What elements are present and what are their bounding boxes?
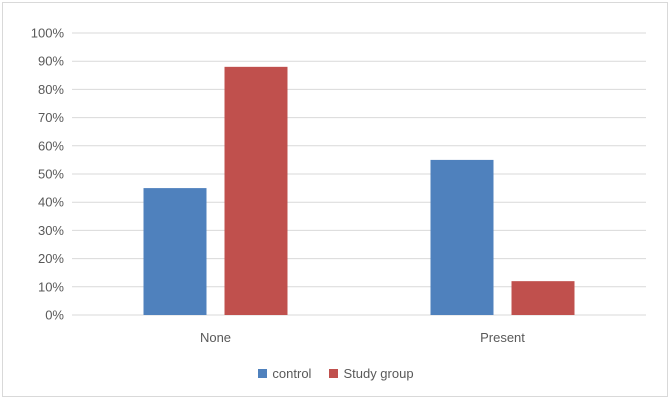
y-tick-label: 100% bbox=[31, 26, 65, 41]
legend-item-study-group: Study group bbox=[329, 366, 414, 381]
bar-control-present bbox=[430, 159, 494, 315]
bar-control-none bbox=[143, 188, 207, 315]
bar-study-group-none bbox=[224, 66, 288, 315]
y-tick-label: 80% bbox=[38, 82, 64, 97]
bar-study-group-present bbox=[511, 281, 575, 315]
legend-swatch-control bbox=[258, 369, 268, 378]
x-axis-ticks: None Present bbox=[200, 330, 525, 345]
legend-item-control: control bbox=[258, 366, 311, 381]
y-tick-label: 50% bbox=[38, 167, 64, 182]
y-tick-label: 70% bbox=[38, 110, 64, 125]
y-tick-label: 20% bbox=[38, 251, 64, 266]
legend: control Study group bbox=[0, 366, 672, 381]
bars bbox=[143, 66, 575, 315]
y-axis-ticks: 0% 10% 20% 30% 40% 50% 60% 70% 80% 90% 100% bbox=[31, 26, 65, 323]
y-tick-label: 60% bbox=[38, 138, 64, 153]
y-tick-label: 10% bbox=[38, 279, 64, 294]
y-tick-label: 0% bbox=[45, 308, 64, 323]
y-tick-label: 30% bbox=[38, 223, 64, 238]
chart-frame bbox=[2, 2, 668, 397]
y-tick-label: 90% bbox=[38, 54, 64, 69]
legend-label-control: control bbox=[272, 366, 312, 381]
y-tick-label: 40% bbox=[38, 195, 64, 210]
legend-label-study-group: Study group bbox=[343, 366, 414, 381]
legend-swatch-study-group bbox=[329, 369, 339, 378]
x-tick-label: None bbox=[200, 330, 231, 345]
x-tick-label: Present bbox=[480, 330, 525, 345]
